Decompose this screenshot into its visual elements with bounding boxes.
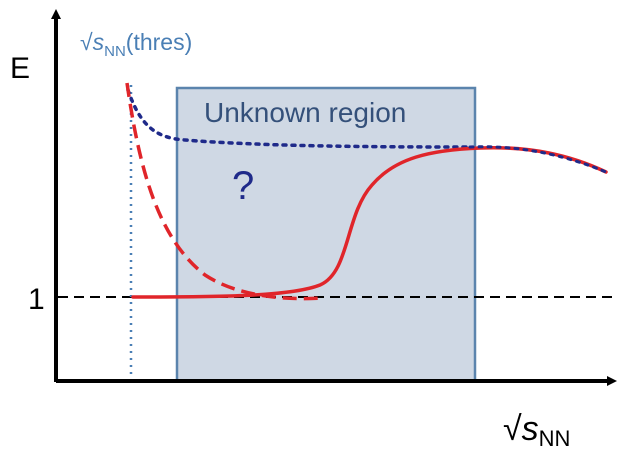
blue-dotted-curve: [126, 88, 472, 149]
blue-dotted-curve-tail: [468, 145, 608, 174]
threshold-label-suffix: (thres): [126, 29, 192, 55]
threshold-label-sub: NN: [104, 43, 126, 60]
unknown-region-box: [175, 86, 477, 383]
threshold-label-var: s: [93, 29, 105, 55]
x-axis-label-root: √: [503, 410, 522, 448]
y-axis-label: E: [10, 52, 30, 85]
x-axis-label-sub: NN: [539, 426, 571, 449]
x-axis-label: √sNN: [503, 410, 570, 449]
threshold-label: √sNN(thres): [80, 29, 192, 60]
reference-value-label: 1: [28, 283, 45, 316]
unknown-region-label: Unknown region: [204, 97, 406, 128]
red-dashed-curve: [125, 82, 323, 301]
question-mark: ?: [232, 164, 254, 208]
x-axis-label-var: s: [522, 410, 539, 448]
threshold-label-root: √: [80, 29, 93, 55]
